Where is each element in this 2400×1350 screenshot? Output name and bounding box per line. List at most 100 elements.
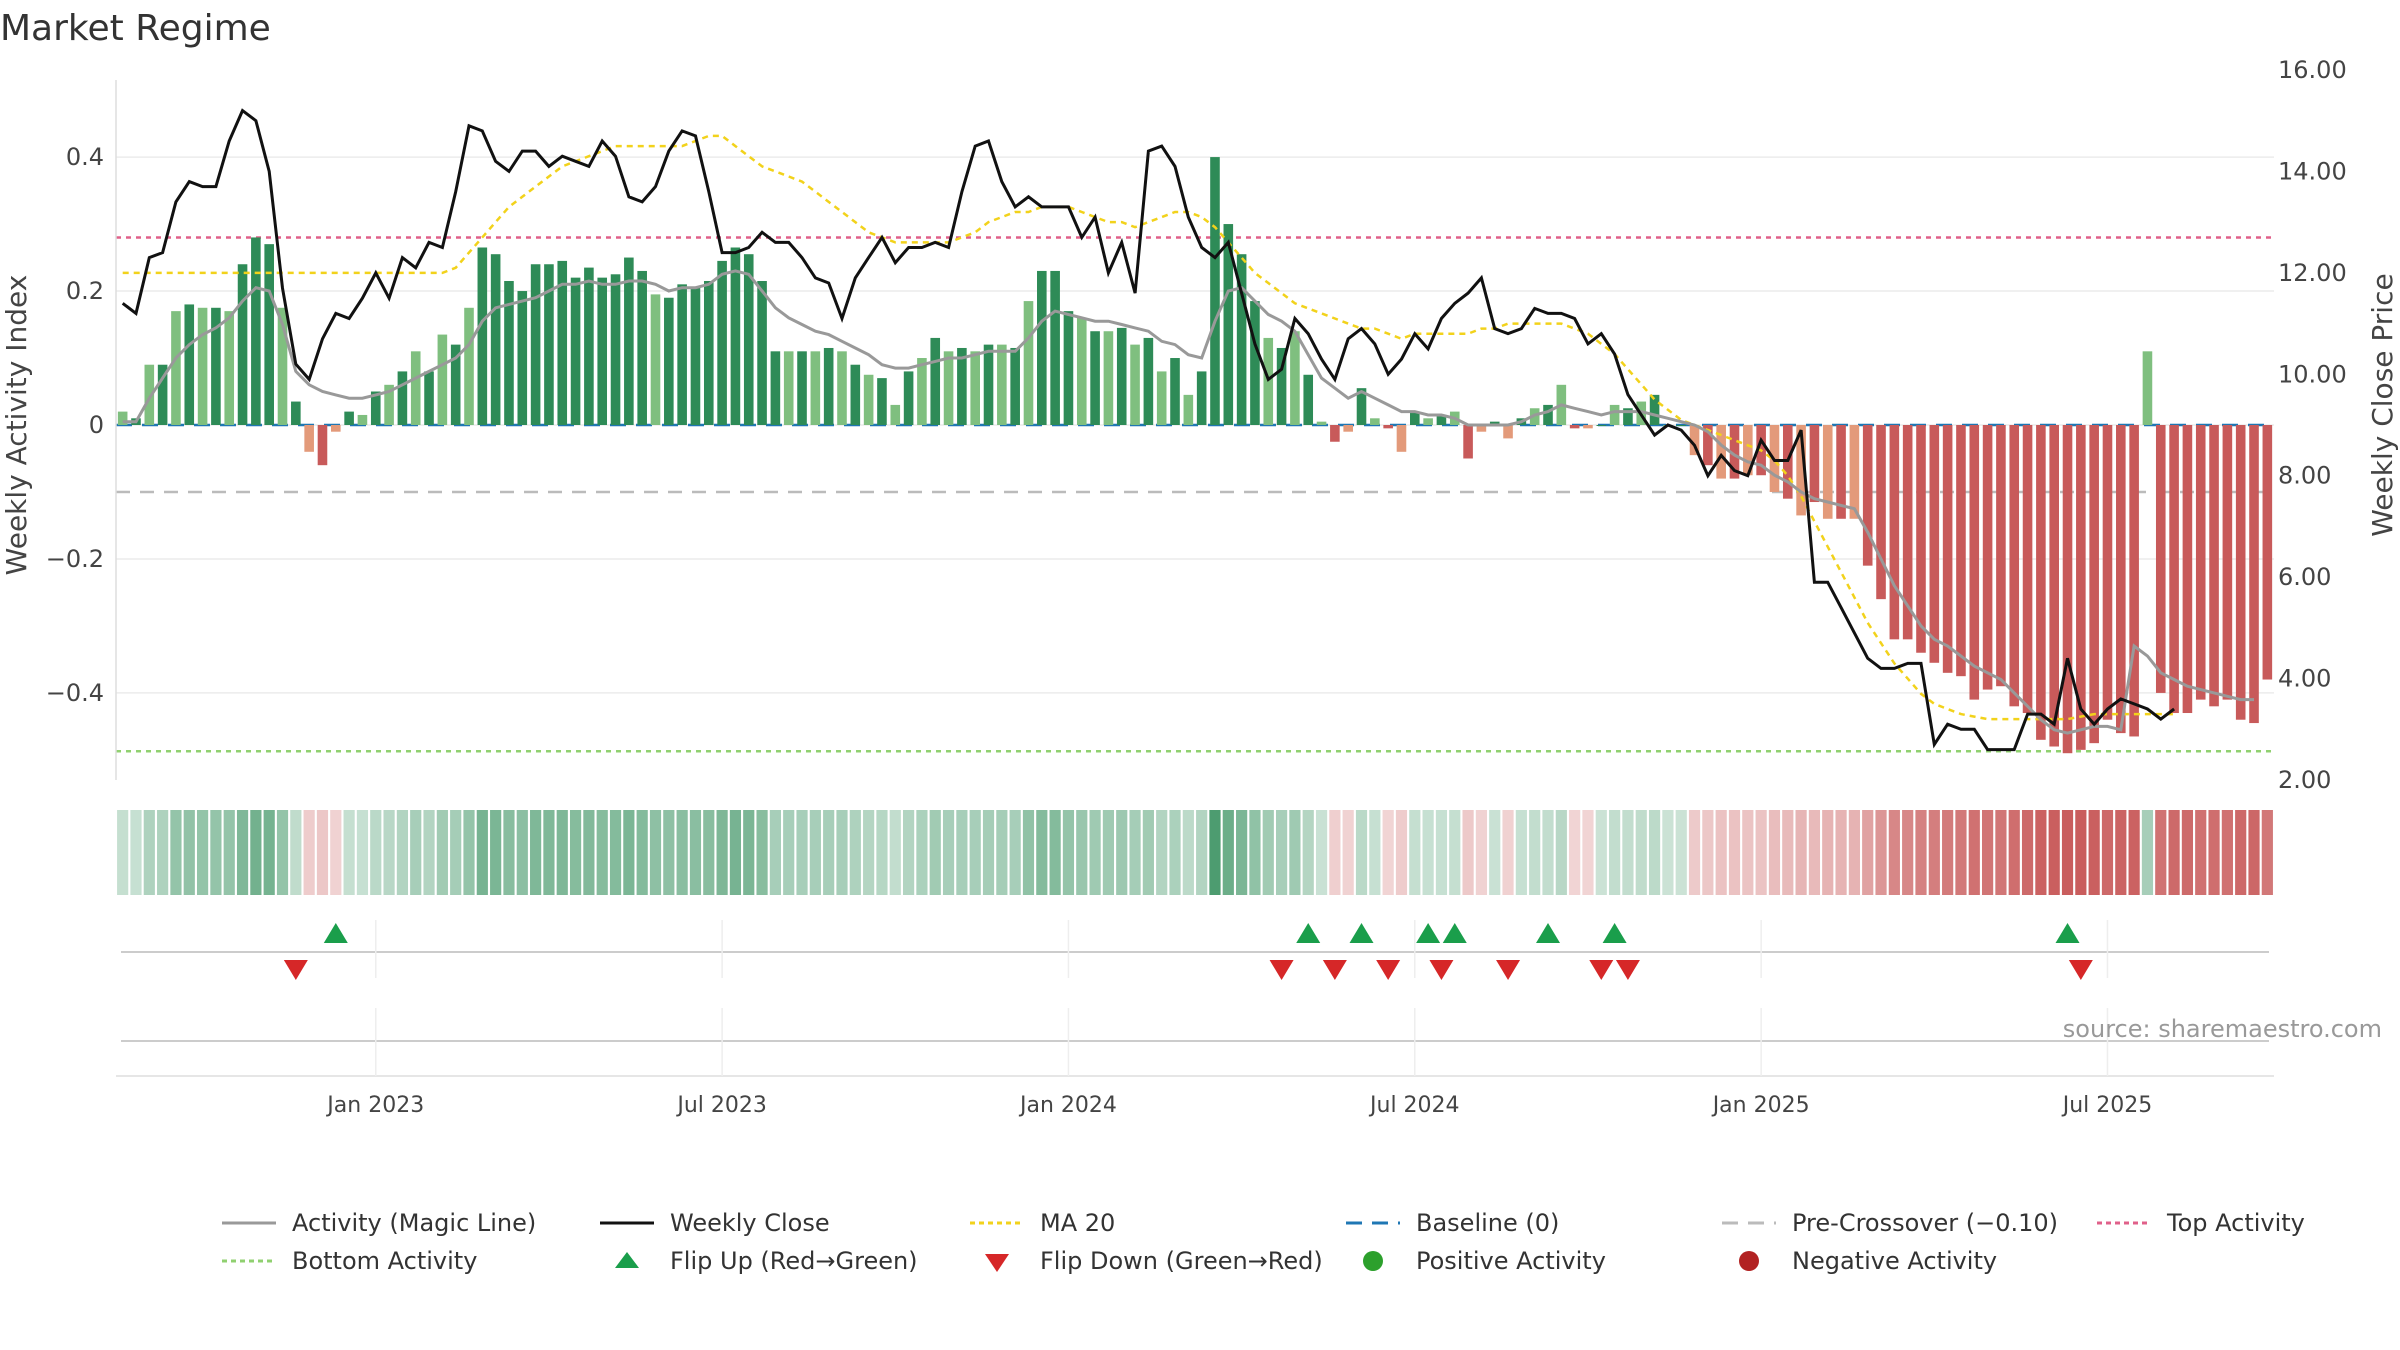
regime-cell: [1022, 810, 1035, 895]
activity-bar: [1583, 425, 1593, 429]
regime-cell: [1142, 810, 1154, 895]
flip-down-marker: [283, 960, 308, 980]
regime-cell: [996, 810, 1008, 895]
activity-bar: [1689, 425, 1700, 456]
regime-cell: [1782, 810, 1794, 895]
legend-item-magic: Activity (Magic Line): [220, 1206, 536, 1240]
regime-cell: [689, 810, 702, 895]
regime-cell: [809, 810, 821, 895]
regime-cell: [263, 810, 275, 895]
regime-cell: [1009, 810, 1021, 895]
activity-bar: [2235, 425, 2246, 720]
regime-cell: [1342, 810, 1354, 895]
regime-cell: [1156, 810, 1168, 895]
activity-bar: [743, 254, 754, 425]
activity-bar: [997, 344, 1007, 425]
regime-cell: [516, 810, 528, 895]
activity-bar: [504, 280, 514, 425]
regime-cell: [170, 810, 182, 895]
activity-bar: [1743, 425, 1753, 476]
y2-tick-label: 4.00: [2278, 665, 2331, 693]
activity-bar: [224, 311, 235, 425]
activity-bar: [903, 371, 914, 425]
flip-up-marker: [2055, 923, 2080, 943]
activity-bar: [757, 280, 767, 425]
activity-bar: [1822, 425, 1833, 519]
activity-bar: [770, 351, 781, 425]
regime-cell: [2035, 810, 2047, 895]
regime-cell: [503, 810, 515, 895]
source-credit: source: sharemaestro.com: [2062, 1015, 2382, 1043]
legend-swatch: [600, 1221, 654, 1225]
regime-cell: [423, 810, 435, 895]
regime-cell: [1542, 810, 1554, 895]
activity-bar: [1729, 425, 1740, 479]
activity-bar: [664, 297, 674, 425]
activity-bar: [797, 351, 807, 425]
regime-cell: [1355, 810, 1368, 895]
regime-cell: [290, 810, 302, 895]
activity-bar: [1130, 344, 1140, 425]
x-tick-label: Jul 2023: [675, 1093, 767, 1118]
activity-bar: [1676, 425, 1687, 426]
activity-bar: [1010, 347, 1020, 425]
y2-tick-label: 8.00: [2278, 462, 2331, 490]
regime-cell: [476, 810, 488, 895]
activity-bar: [1956, 425, 1966, 677]
activity-bar: [1383, 425, 1393, 429]
activity-bar: [610, 274, 621, 425]
regime-cell: [436, 810, 448, 895]
flip-down-marker: [1269, 960, 1294, 980]
activity-bar: [917, 358, 927, 425]
activity-bar: [1862, 425, 1873, 566]
activity-bar: [1609, 404, 1620, 425]
legend-swatch: [222, 1221, 276, 1225]
regime-cell: [1715, 810, 1727, 895]
activity-bar: [197, 307, 208, 425]
regime-cell: [929, 810, 941, 895]
activity-bar: [517, 291, 528, 425]
activity-bar: [490, 254, 501, 425]
regime-cell: [796, 810, 808, 895]
regime-cell: [1435, 810, 1448, 895]
activity-bar: [1037, 270, 1047, 425]
regime-cell: [942, 810, 955, 895]
regime-cell: [569, 810, 582, 895]
activity-bar: [957, 347, 967, 425]
regime-cell: [2155, 810, 2167, 895]
regime-cell: [1422, 810, 1434, 895]
regime-cell: [849, 810, 861, 895]
activity-bar: [2062, 425, 2073, 754]
activity-bar: [1716, 425, 1726, 479]
legend-swatch: [985, 1254, 1009, 1272]
activity-bar: [1543, 404, 1553, 425]
activity-bar: [117, 411, 128, 425]
activity-bar: [1423, 418, 1433, 425]
activity-bar: [1596, 425, 1607, 426]
ma20-line: [122, 134, 2175, 721]
legend-label: MA 20: [1040, 1209, 1116, 1237]
activity-bar: [890, 404, 901, 425]
regime-cell: [1982, 810, 1994, 895]
regime-cell: [1275, 810, 1288, 895]
regime-cell: [703, 810, 715, 895]
axes: 0.4 0.2 0 −0.2 −0.4 16.00 14.00 12.00 10.00 8.00 6…: [0, 56, 2399, 794]
activity-bar: [1196, 371, 1207, 425]
activity-bar: [237, 264, 248, 425]
flip-down-marker: [1322, 960, 1347, 980]
activity-bar: [1290, 331, 1300, 425]
regime-cell: [783, 810, 795, 895]
flip-up-marker: [323, 923, 348, 943]
regime-cell: [1475, 810, 1487, 895]
magic-line: [122, 269, 2254, 735]
regime-cell: [1515, 810, 1527, 895]
regime-cell: [1662, 810, 1674, 895]
activity-bar: [1076, 317, 1087, 425]
activity-bar: [1090, 331, 1100, 425]
legend-swatch: [1722, 1221, 1776, 1225]
activity-bar: [863, 374, 874, 425]
regime-cell: [756, 810, 768, 895]
legend-label: Flip Down (Green→Red): [1040, 1247, 1323, 1275]
regime-cell: [1595, 810, 1607, 895]
regime-cell: [1555, 810, 1567, 895]
